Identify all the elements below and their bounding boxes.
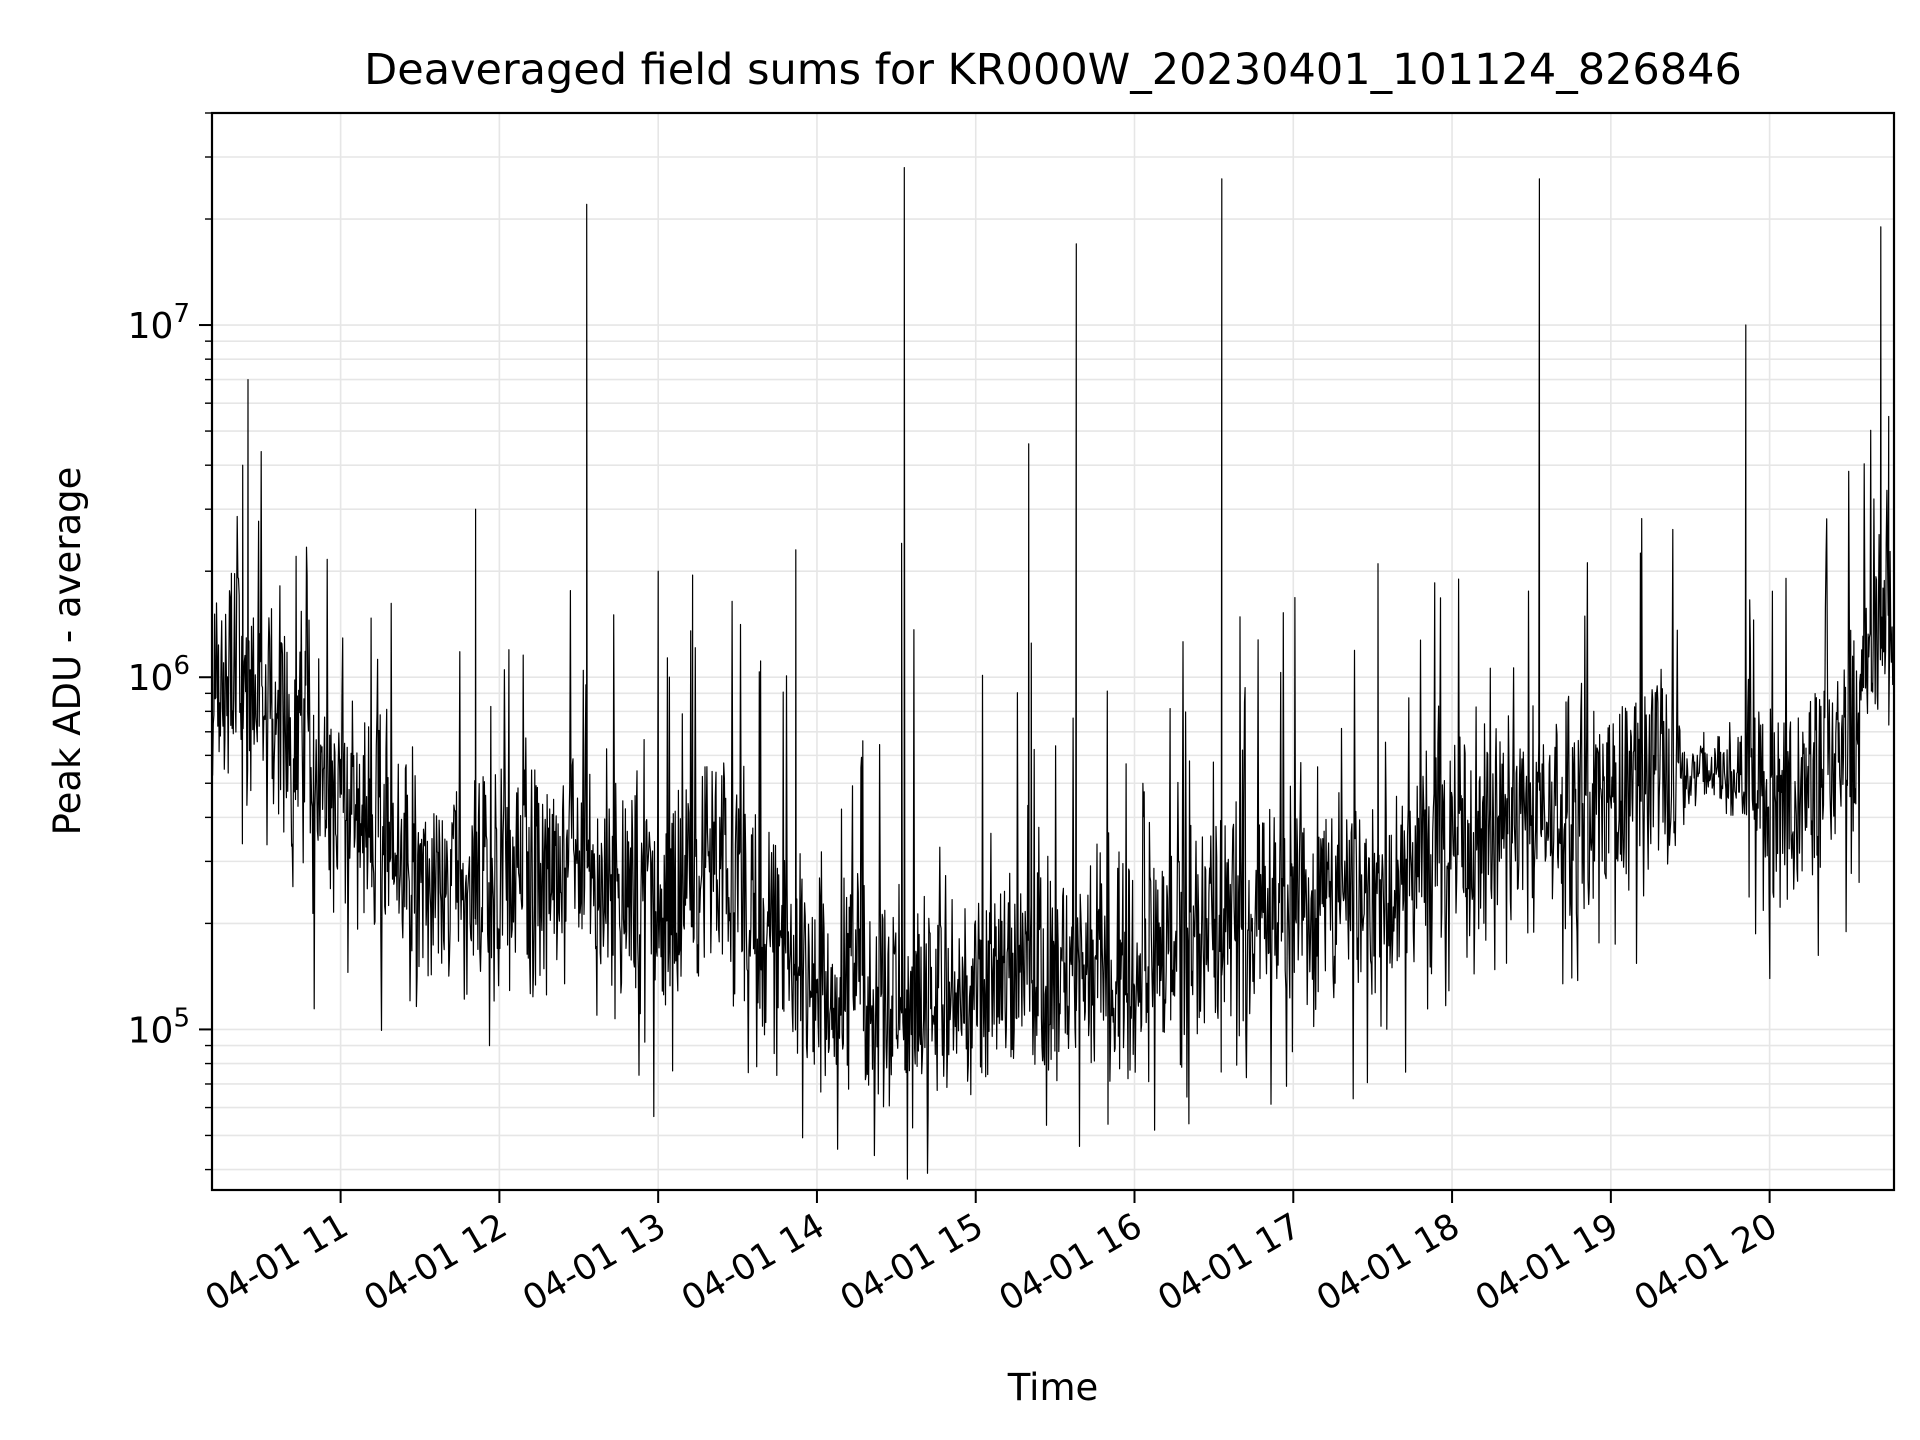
y-tick-label: 107 [128,299,190,347]
series-line [211,167,1895,1180]
y-tick-label: 106 [128,651,190,699]
grid [212,112,1894,1190]
chart-title: Deaveraged field sums for KR000W_2023040… [364,45,1742,95]
series-layer [211,167,1895,1180]
y-tick-label: 105 [128,1003,190,1051]
y-axis-label: Peak ADU - average [46,467,89,836]
x-axis-label: Time [1007,1366,1099,1409]
plot-frame [210,111,1896,1192]
